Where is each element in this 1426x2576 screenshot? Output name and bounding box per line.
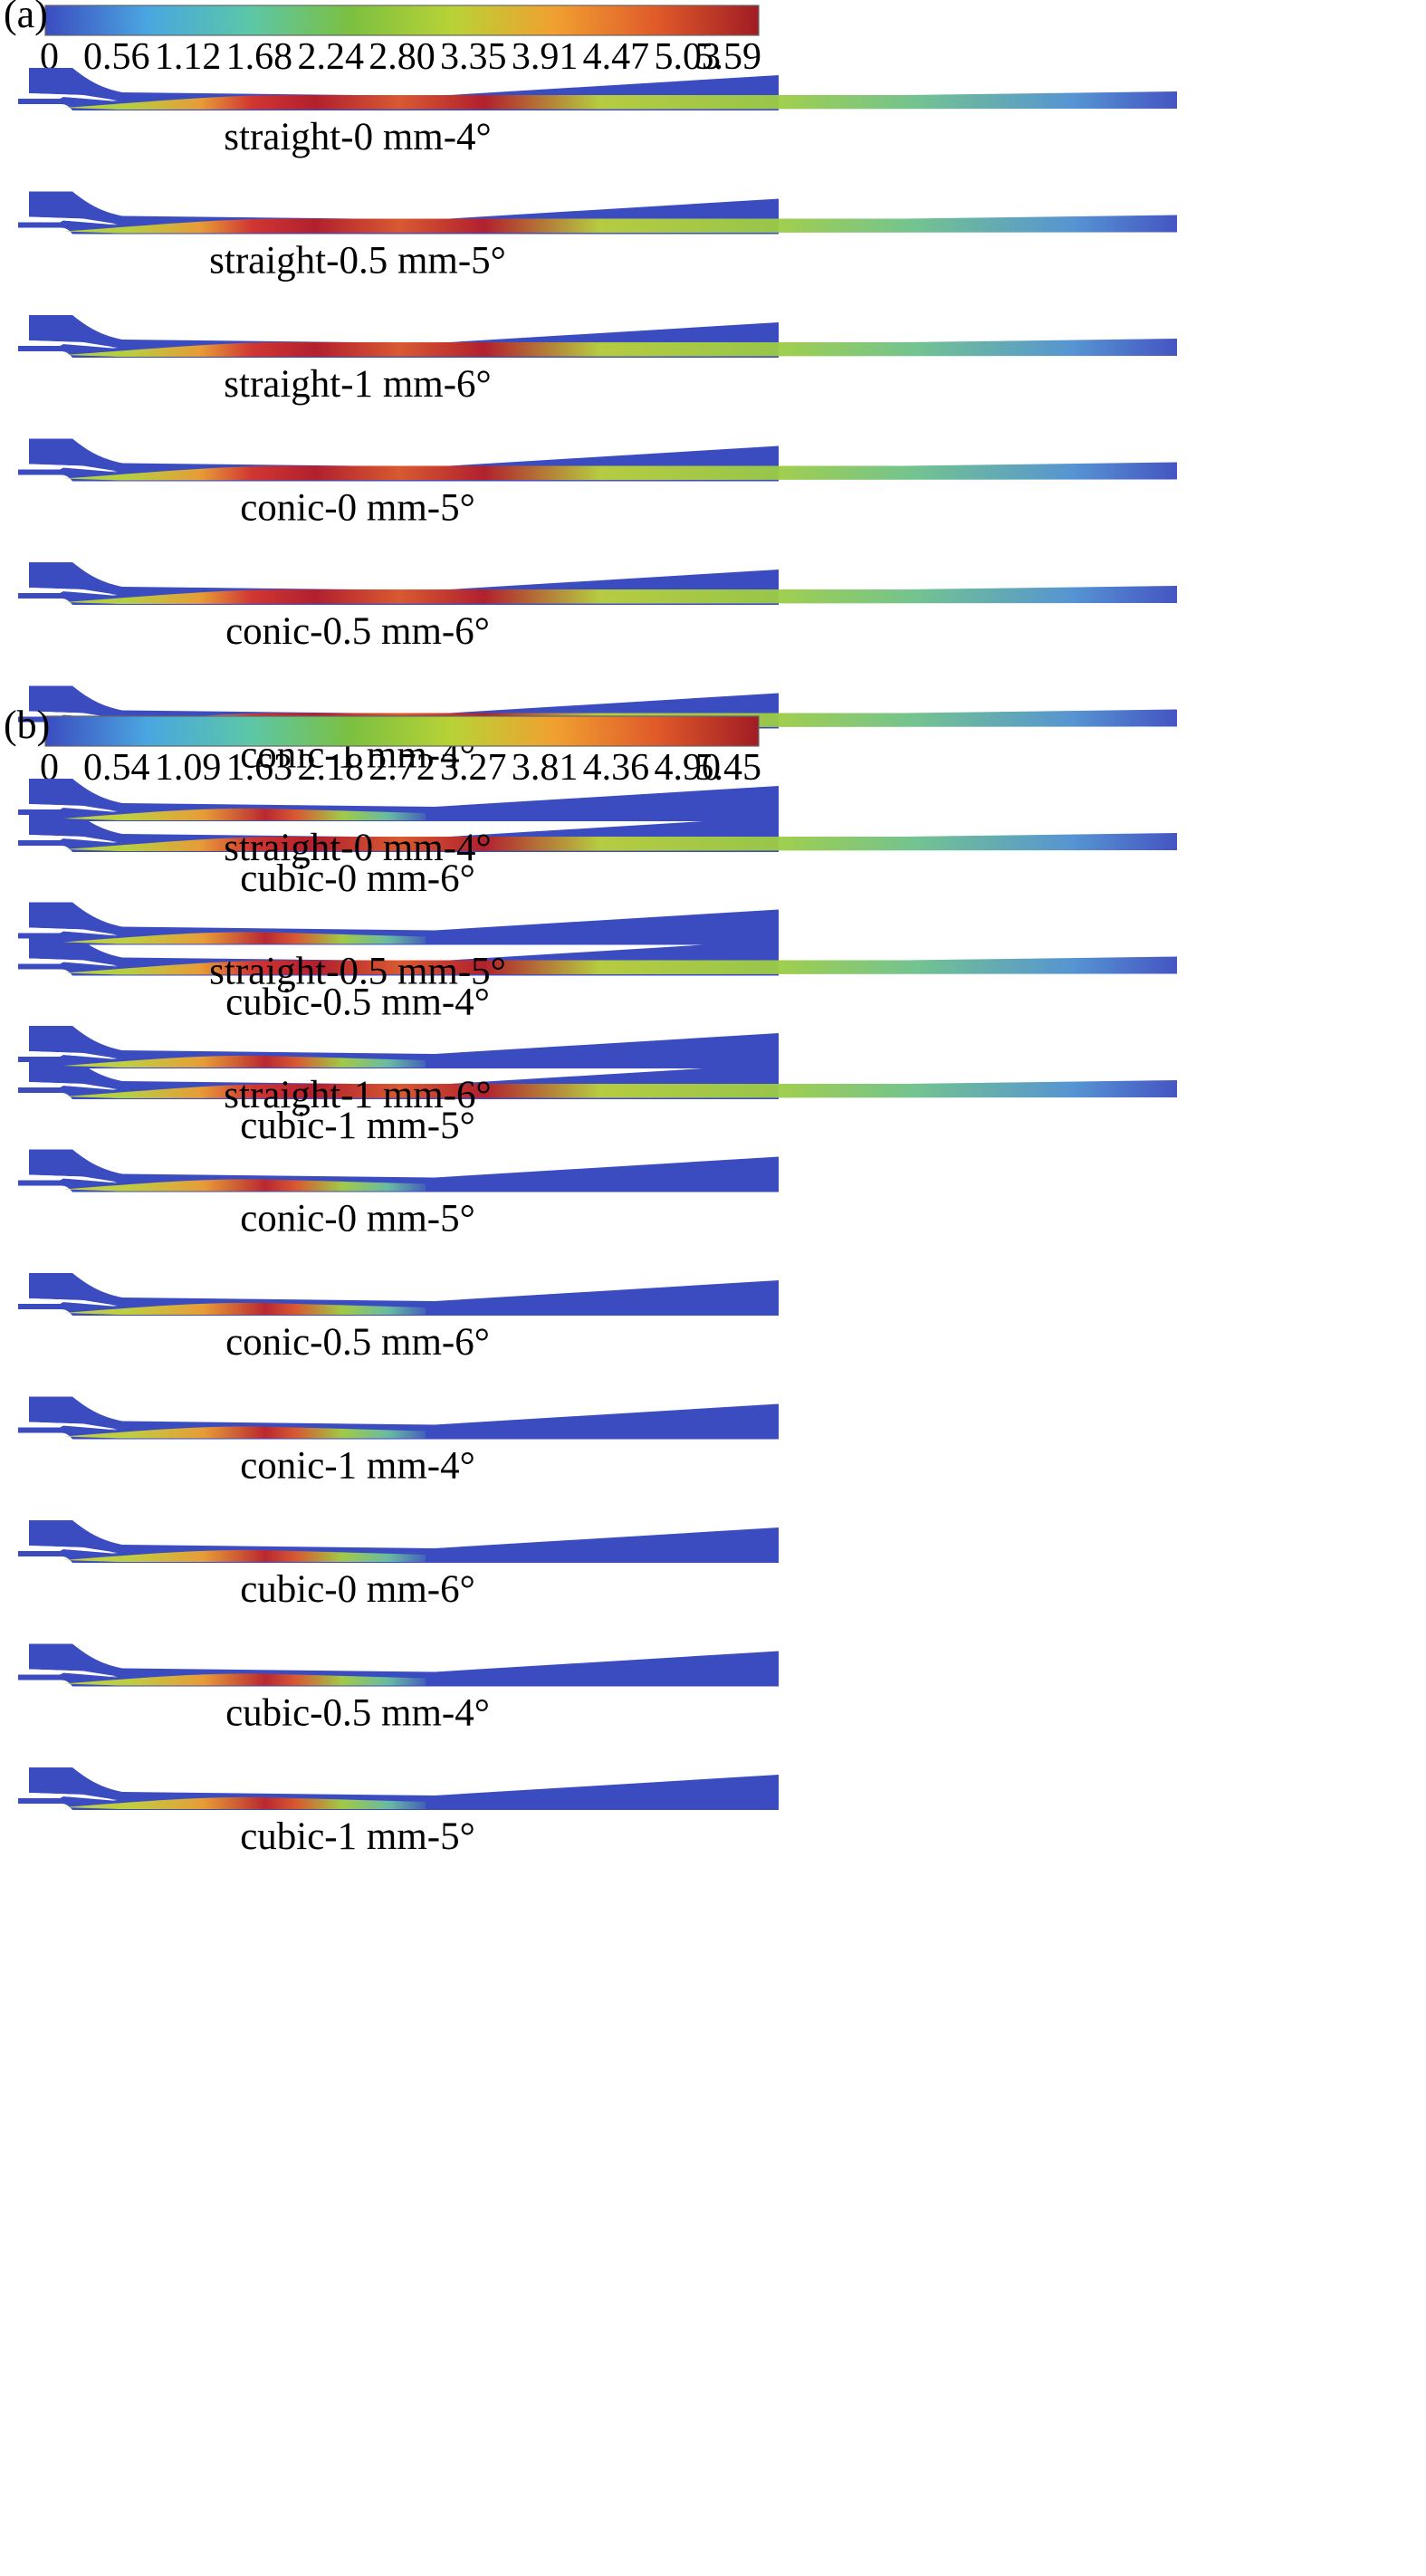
nozzle-contour-plot <box>18 562 1177 605</box>
geometry-case-label: cubic-1 mm-5° <box>240 1105 475 1147</box>
nozzle-contour-plot <box>18 1767 779 1810</box>
primary-nozzle <box>29 1082 118 1089</box>
jet-core <box>63 1796 426 1809</box>
colorbar-tick-label: 0.54 <box>83 747 150 789</box>
primary-nozzle <box>29 1793 118 1800</box>
jet-core <box>63 586 1177 604</box>
nozzle-contour-plot <box>18 902 779 945</box>
colorbar-tick-label: 0 <box>40 36 59 78</box>
geometry-case-label: cubic-0 mm-6° <box>240 857 475 900</box>
primary-nozzle <box>29 1546 118 1553</box>
nozzle-contour-plot <box>18 1520 779 1563</box>
colorbar-tick-label: 5.03 <box>654 36 721 78</box>
primary-nozzle <box>29 1051 118 1058</box>
colorbar-tick-label: 4.36 <box>583 747 650 789</box>
colorbar-tick-label: 4.47 <box>583 36 650 78</box>
geometry-case-label: straight-1 mm-6° <box>224 363 491 406</box>
jet-core <box>63 808 426 820</box>
geometry-case-label: straight-0.5 mm-5° <box>209 240 506 282</box>
jet-core <box>63 462 1177 481</box>
geometry-case-label: straight-0 mm-4° <box>224 827 491 869</box>
jet-core <box>63 1179 426 1192</box>
nozzle-contour-plot <box>18 191 1177 235</box>
colorbar-tick-label: 3.35 <box>440 36 507 78</box>
geometry-case-label: straight-0.5 mm-5° <box>209 951 506 993</box>
geometry-case-label: cubic-0.5 mm-4° <box>225 982 490 1024</box>
nozzle-contour-plot <box>18 315 1177 358</box>
geometry-case-label: straight-1 mm-6° <box>224 1074 491 1116</box>
jet-core <box>63 1080 1177 1098</box>
geometry-case-label: conic-0 mm-5° <box>240 487 475 530</box>
nozzle-contour-plot <box>18 1273 779 1316</box>
colorbar-tick-label: 1.12 <box>155 36 222 78</box>
geometry-case-label: conic-0.5 mm-6° <box>225 1321 490 1364</box>
jet-core <box>63 833 1177 851</box>
primary-nozzle <box>29 1422 118 1430</box>
geometry-case-label: straight-0 mm-4° <box>224 116 491 158</box>
colorbar <box>44 715 760 747</box>
primary-nozzle <box>29 835 118 842</box>
nozzle-contour-plot <box>18 1149 779 1192</box>
colorbar-tick-label: 1.68 <box>226 36 293 78</box>
colorbar-tick-label: 0 <box>40 747 59 789</box>
geometry-case-label: cubic-0 mm-6° <box>240 1568 475 1611</box>
geometry-case-label: cubic-0.5 mm-4° <box>225 1692 490 1735</box>
nozzle-contour-plot <box>18 1057 1177 1099</box>
colorbar-tick-label: 0.56 <box>83 36 150 78</box>
jet-core <box>63 1673 426 1686</box>
colorbar-tick-label: 1.09 <box>155 747 222 789</box>
primary-nozzle <box>29 464 118 472</box>
colorbar-tick-label: 2.18 <box>297 747 364 789</box>
jet-core <box>63 91 1177 110</box>
colorbar-tick-label: 5.45 <box>695 747 762 789</box>
primary-nozzle <box>29 93 118 101</box>
colorbar-tick-label: 2.80 <box>368 36 435 78</box>
primary-nozzle <box>29 804 118 811</box>
nozzle-contour-plot <box>18 438 1177 482</box>
primary-nozzle <box>29 1174 118 1183</box>
geometry-case-label: cubic-1 mm-5° <box>240 1815 475 1858</box>
nozzle-contour-plot <box>18 779 779 821</box>
primary-nozzle <box>29 927 118 935</box>
jet-core <box>63 956 1177 975</box>
colorbar-tick-label: 2.24 <box>297 36 364 78</box>
jet-core <box>63 1549 426 1562</box>
jet-core <box>63 1302 426 1315</box>
jet-core <box>63 932 426 944</box>
colorbar-tick-label: 5.59 <box>695 36 762 78</box>
nozzle-contour-plot <box>18 809 1177 852</box>
primary-nozzle <box>29 216 118 225</box>
primary-nozzle <box>29 1669 118 1677</box>
panel-label: (a) <box>4 0 48 36</box>
nozzle-contour-plot <box>18 1643 779 1687</box>
colorbar-tick-label: 3.81 <box>512 747 579 789</box>
colorbar-tick-label: 1.63 <box>226 747 293 789</box>
geometry-case-label: conic-0 mm-5° <box>240 1198 475 1240</box>
nozzle-contour-plot <box>18 68 1177 110</box>
nozzle-contour-plot <box>18 1026 779 1068</box>
panel-label: (b) <box>4 703 50 747</box>
nozzle-contour-plot <box>18 933 1177 976</box>
primary-nozzle <box>29 340 118 348</box>
colorbar <box>44 5 760 36</box>
geometry-case-label: conic-0.5 mm-6° <box>225 610 490 653</box>
primary-nozzle <box>29 1298 118 1306</box>
colorbar-tick-label: 3.27 <box>440 747 507 789</box>
geometry-case-label: conic-1 mm-4° <box>240 1445 475 1488</box>
nozzle-contour-plot <box>18 1396 779 1440</box>
jet-core <box>63 1055 426 1068</box>
jet-core <box>63 215 1177 234</box>
jet-core <box>63 1426 426 1439</box>
primary-nozzle <box>29 588 118 595</box>
jet-core <box>63 339 1177 357</box>
colorbar-tick-label: 4.90 <box>654 747 721 789</box>
colorbar-tick-label: 2.72 <box>368 747 435 789</box>
colorbar-tick-label: 3.91 <box>512 36 579 78</box>
primary-nozzle <box>29 958 118 966</box>
